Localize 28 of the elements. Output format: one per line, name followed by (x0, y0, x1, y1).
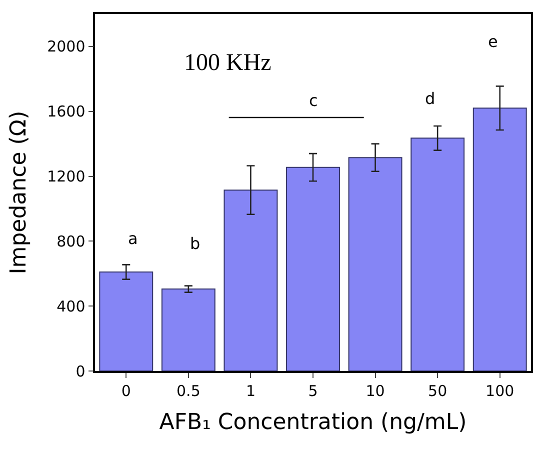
y-axis-title: Impedance (Ω) (6, 110, 32, 274)
bar (99, 272, 154, 371)
x-tick-label: 0.5 (176, 382, 200, 400)
bar (472, 108, 527, 371)
annotation: a (128, 229, 138, 248)
bar (224, 190, 278, 371)
y-tick-label: 1200 (47, 168, 86, 186)
y-tick-label: 1600 (47, 102, 86, 121)
y-tick-label: 400 (56, 297, 86, 316)
x-tick-label: 5 (308, 382, 318, 400)
y-tick-label: 2000 (47, 38, 86, 56)
annotation: b (190, 234, 200, 253)
annotation: 100 KHz (184, 50, 272, 76)
y-tick-label: 0 (76, 362, 86, 380)
y-tick-label: 800 (56, 232, 86, 250)
bar (348, 157, 402, 371)
x-tick-label: 100 (486, 382, 514, 400)
annotation: d (425, 89, 436, 108)
x-tick-label: 50 (428, 382, 448, 400)
x-axis-title: AFB₁ Concentration (ng/mL) (159, 410, 467, 436)
bar (286, 166, 340, 371)
bar (161, 288, 216, 371)
x-tick-label: 1 (246, 382, 256, 400)
x-tick-label: 0 (121, 382, 131, 400)
annotation: e (488, 32, 498, 51)
annotation: c (309, 91, 318, 110)
bar (410, 138, 465, 371)
x-tick-label: 10 (366, 382, 385, 400)
